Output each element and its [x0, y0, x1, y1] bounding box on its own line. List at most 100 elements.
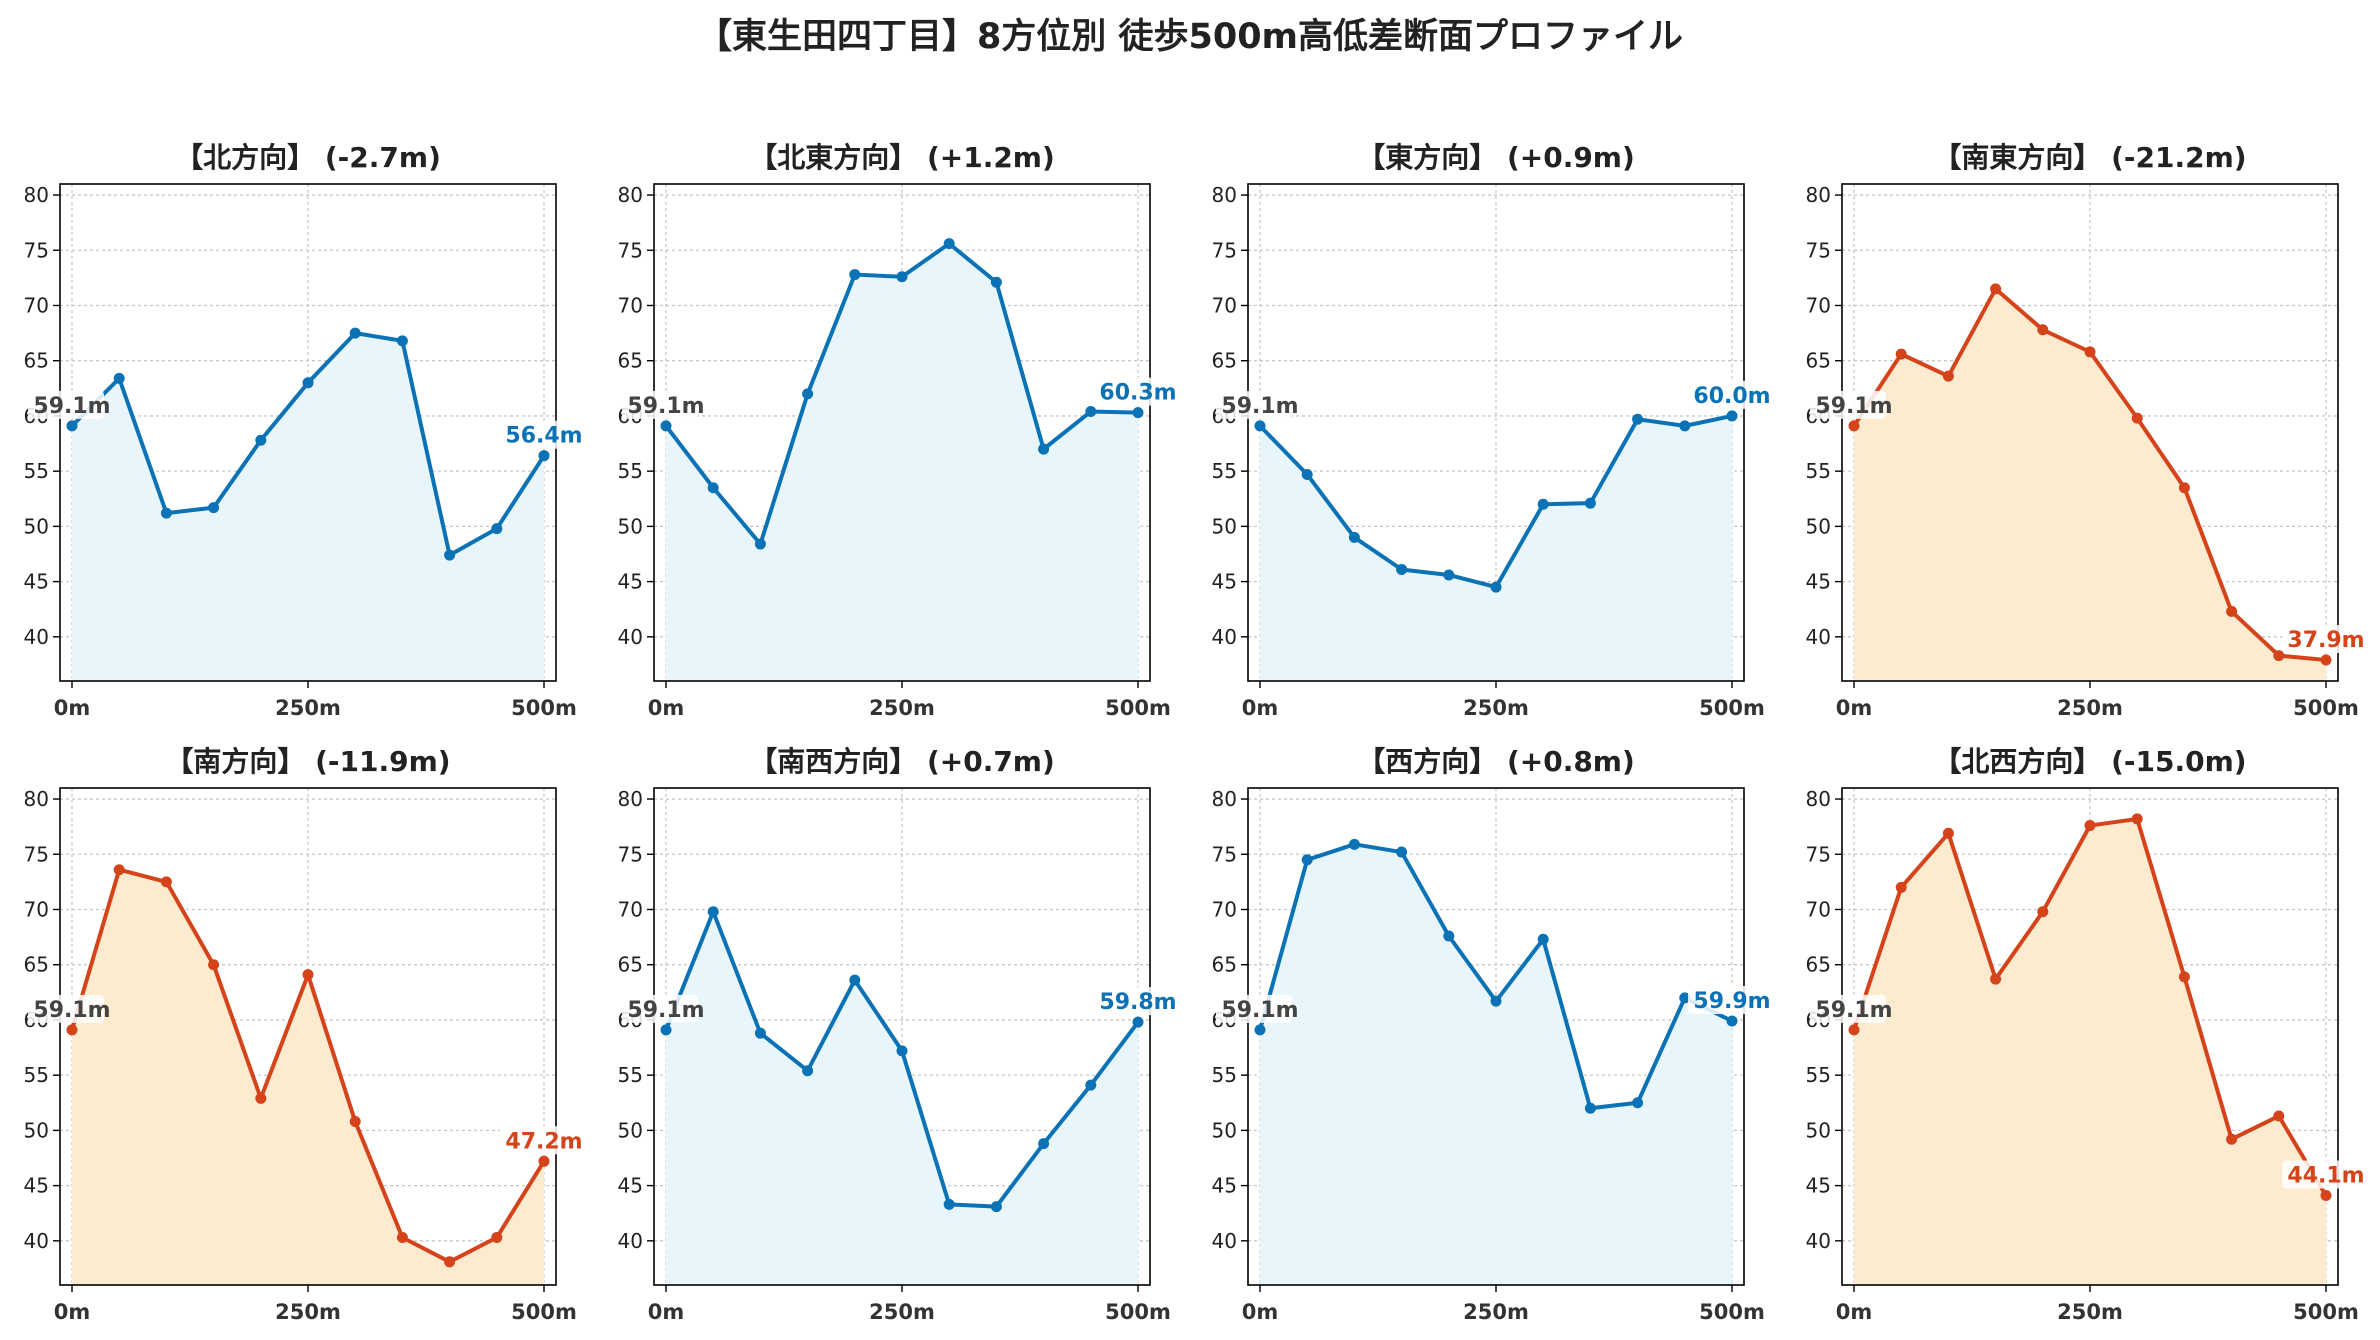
- y-tick-label: 45: [24, 570, 49, 594]
- data-point: [113, 372, 125, 384]
- y-tick-label: 80: [618, 183, 643, 207]
- start-label-bg: [1216, 994, 1292, 1023]
- data-point: [1848, 420, 1860, 432]
- data-point: [754, 538, 766, 550]
- area-fill: [1260, 415, 1732, 681]
- data-point: [1895, 348, 1907, 360]
- x-tick-label: 0m: [1836, 696, 1873, 720]
- y-tick-label: 55: [1212, 1063, 1237, 1087]
- y-tick-label: 75: [618, 238, 643, 262]
- data-point: [2320, 1190, 2332, 1202]
- y-tick-label: 40: [618, 1229, 643, 1253]
- x-tick-label: 500m: [1105, 696, 1171, 720]
- x-tick-label: 250m: [1463, 696, 1529, 720]
- area-fill: [72, 869, 544, 1285]
- y-tick-label: 80: [1806, 183, 1831, 207]
- data-point: [1990, 973, 2002, 985]
- y-tick-label: 70: [1806, 897, 1831, 921]
- subplot-8: 4045505560657075800m250m500m【北西方向】 (-15.…: [1806, 745, 2365, 1324]
- y-tick-label: 65: [1212, 349, 1237, 373]
- start-label-bg: [28, 994, 104, 1023]
- x-tick-label: 0m: [54, 1300, 91, 1324]
- data-point: [802, 1065, 814, 1077]
- subplot-5: 4045505560657075800m250m500m【南方向】 (-11.9…: [24, 745, 583, 1324]
- data-point: [1490, 995, 1502, 1007]
- start-label-bg: [1810, 390, 1886, 419]
- area-fill: [1854, 288, 2326, 681]
- y-tick-label: 55: [24, 459, 49, 483]
- y-tick-label: 65: [1212, 953, 1237, 977]
- x-tick-label: 500m: [2293, 696, 2359, 720]
- y-tick-label: 55: [1806, 1063, 1831, 1087]
- data-point: [1443, 569, 1455, 581]
- data-point: [1632, 1097, 1644, 1109]
- subplot-title: 【東方向】 (+0.9m): [1357, 141, 1635, 174]
- data-point: [1132, 407, 1144, 419]
- y-tick-label: 65: [618, 953, 643, 977]
- subplot-title: 【西方向】 (+0.8m): [1357, 745, 1635, 778]
- data-point: [1584, 1102, 1596, 1114]
- data-point: [707, 482, 719, 494]
- y-tick-label: 45: [618, 570, 643, 594]
- end-label-bg: [2282, 625, 2362, 654]
- start-elevation-label: 59.1m: [627, 394, 704, 419]
- end-elevation-label: 47.2m: [505, 1129, 582, 1154]
- data-point: [1348, 531, 1360, 543]
- subplot-7: 4045505560657075800m250m500m【西方向】 (+0.8m…: [1212, 745, 1771, 1324]
- y-tick-label: 80: [1806, 787, 1831, 811]
- x-tick-label: 0m: [1242, 1300, 1279, 1324]
- y-tick-label: 55: [24, 1063, 49, 1087]
- data-point: [1942, 370, 1954, 382]
- data-point: [802, 388, 814, 400]
- data-point: [990, 1201, 1002, 1213]
- y-tick-label: 65: [1806, 953, 1831, 977]
- end-label-bg: [1688, 380, 1768, 409]
- data-point: [660, 420, 672, 432]
- y-tick-label: 65: [24, 953, 49, 977]
- data-point: [1632, 413, 1644, 425]
- data-point: [2273, 650, 2285, 662]
- y-tick-label: 40: [24, 625, 49, 649]
- data-point: [538, 450, 550, 462]
- data-point: [1537, 933, 1549, 945]
- data-point: [1895, 881, 1907, 893]
- x-tick-label: 500m: [1105, 1300, 1171, 1324]
- end-elevation-label: 59.9m: [1693, 989, 1770, 1014]
- subplot-3: 4045505560657075800m250m500m【東方向】 (+0.9m…: [1212, 141, 1771, 720]
- data-point: [302, 377, 314, 389]
- x-tick-label: 500m: [511, 1300, 577, 1324]
- data-point: [2320, 654, 2332, 666]
- data-point: [1085, 406, 1097, 418]
- subplot-title: 【南東方向】 (-21.2m): [1933, 141, 2246, 174]
- data-point: [349, 327, 361, 339]
- data-point: [707, 906, 719, 918]
- y-tick-label: 70: [24, 293, 49, 317]
- data-point: [255, 434, 267, 446]
- data-point: [66, 420, 78, 432]
- data-point: [1584, 497, 1596, 509]
- data-point: [1132, 1016, 1144, 1028]
- y-tick-label: 70: [618, 897, 643, 921]
- y-tick-label: 55: [618, 459, 643, 483]
- data-point: [1537, 498, 1549, 510]
- data-point: [208, 959, 220, 971]
- area-fill: [1260, 844, 1732, 1285]
- data-point: [113, 864, 125, 876]
- data-point: [2037, 906, 2049, 918]
- data-point: [491, 523, 503, 535]
- area-fill: [666, 911, 1138, 1285]
- y-tick-label: 80: [24, 183, 49, 207]
- end-elevation-label: 60.3m: [1099, 381, 1176, 406]
- y-tick-label: 65: [618, 349, 643, 373]
- y-tick-label: 45: [1212, 570, 1237, 594]
- y-tick-label: 50: [618, 1118, 643, 1142]
- end-elevation-label: 59.8m: [1099, 990, 1176, 1015]
- y-tick-label: 75: [1806, 842, 1831, 866]
- data-point: [538, 1155, 550, 1167]
- end-label-bg: [1094, 377, 1174, 406]
- subplot-4: 4045505560657075800m250m500m【南東方向】 (-21.…: [1806, 141, 2365, 720]
- y-tick-label: 80: [618, 787, 643, 811]
- y-tick-label: 40: [24, 1229, 49, 1253]
- y-tick-label: 50: [1212, 514, 1237, 538]
